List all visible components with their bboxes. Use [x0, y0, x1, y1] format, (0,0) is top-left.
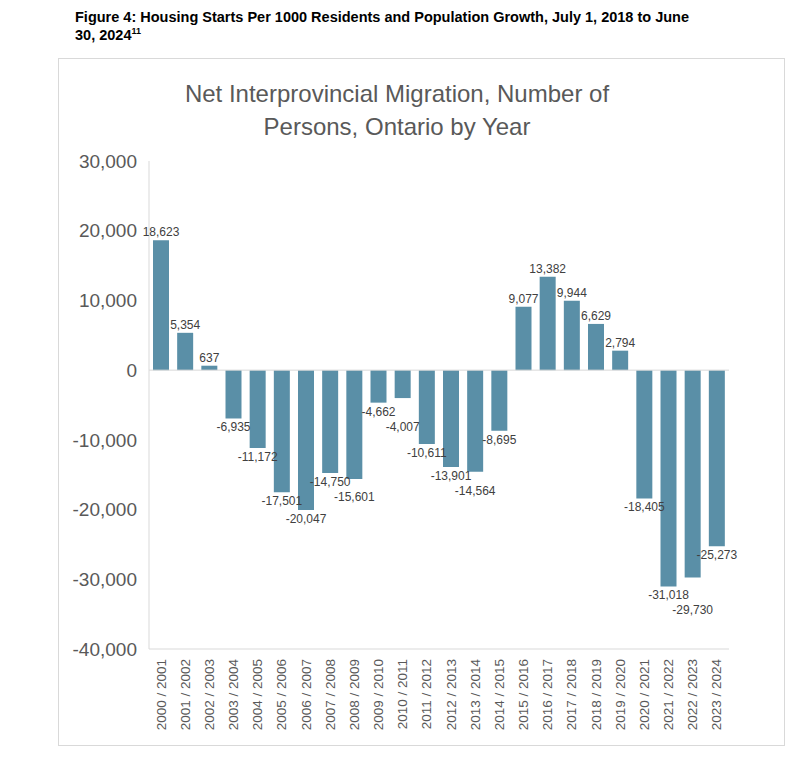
- svg-text:2008 / 2009: 2008 / 2009: [347, 659, 362, 730]
- svg-text:2020 / 2021: 2020 / 2021: [637, 659, 652, 730]
- svg-text:-10,611: -10,611: [407, 446, 447, 460]
- svg-text:-4,007: -4,007: [386, 420, 420, 434]
- svg-text:0: 0: [126, 360, 137, 381]
- svg-text:6,629: 6,629: [581, 309, 611, 323]
- svg-text:2002 / 2003: 2002 / 2003: [202, 659, 217, 730]
- svg-text:2019 / 2020: 2019 / 2020: [613, 659, 628, 730]
- svg-text:-11,172: -11,172: [238, 450, 278, 464]
- svg-text:2007 / 2008: 2007 / 2008: [323, 659, 338, 730]
- html-text:Figure 4: Housing Starts Per 1: Figure 4: Housing Starts Per 1000 Reside…: [75, 9, 689, 43]
- svg-text:-20,000: -20,000: [73, 499, 137, 520]
- svg-text:2006 / 2007: 2006 / 2007: [299, 659, 314, 730]
- svg-text:20,000: 20,000: [79, 220, 137, 241]
- svg-text:9,944: 9,944: [557, 286, 587, 300]
- svg-text:2009 / 2010: 2009 / 2010: [371, 659, 386, 730]
- svg-text:-25,273: -25,273: [696, 548, 737, 562]
- svg-text:2011 / 2012: 2011 / 2012: [419, 659, 434, 729]
- svg-text:9,077: 9,077: [508, 292, 538, 306]
- svg-text:2,794: 2,794: [605, 336, 635, 350]
- svg-text:-14,564: -14,564: [455, 484, 496, 498]
- svg-text:2016 / 2017: 2016 / 2017: [540, 659, 555, 730]
- svg-text:-4,662: -4,662: [361, 405, 395, 419]
- svg-text:2010 / 2011: 2010 / 2011: [395, 659, 410, 729]
- svg-text:-17,501: -17,501: [261, 494, 302, 508]
- svg-text:2018 / 2019: 2018 / 2019: [589, 659, 604, 730]
- svg-text:2021 / 2022: 2021 / 2022: [661, 659, 676, 730]
- svg-text:2015 / 2016: 2015 / 2016: [516, 659, 531, 730]
- svg-text:-15,601: -15,601: [334, 490, 375, 504]
- svg-text:-40,000: -40,000: [73, 639, 137, 660]
- html-text:Net Interprovincial Migration,: Net Interprovincial Migration, Number of…: [184, 80, 610, 140]
- svg-text:2022 / 2023: 2022 / 2023: [685, 659, 700, 730]
- svg-text:13,382: 13,382: [529, 262, 566, 276]
- svg-text:-29,730: -29,730: [672, 603, 713, 617]
- svg-text:-6,935: -6,935: [216, 420, 250, 434]
- svg-text:18,623: 18,623: [143, 225, 180, 239]
- svg-text:-14,750: -14,750: [310, 475, 351, 489]
- svg-text:-13,901: -13,901: [431, 469, 472, 483]
- svg-text:-8,695: -8,695: [482, 433, 516, 447]
- svg-text:2014 / 2015: 2014 / 2015: [492, 659, 507, 730]
- svg-text:-10,000: -10,000: [73, 430, 137, 451]
- svg-text:2017 / 2018: 2017 / 2018: [564, 659, 579, 730]
- svg-text:2004 / 2005: 2004 / 2005: [250, 659, 265, 730]
- svg-text:-31,018: -31,018: [648, 588, 689, 602]
- svg-text:30,000: 30,000: [79, 151, 137, 172]
- svg-text:-30,000: -30,000: [73, 569, 137, 590]
- svg-text:2000 / 2001: 2000 / 2001: [154, 659, 169, 730]
- html-text:11: 11: [131, 26, 141, 37]
- svg-text:-20,047: -20,047: [286, 512, 327, 526]
- svg-text:2005 / 2006: 2005 / 2006: [274, 659, 289, 730]
- svg-text:-18,405: -18,405: [624, 500, 665, 514]
- svg-text:637: 637: [199, 351, 219, 365]
- svg-text:2012 / 2013: 2012 / 2013: [444, 659, 459, 730]
- svg-text:2003 / 2004: 2003 / 2004: [226, 659, 241, 731]
- svg-text:2013 / 2014: 2013 / 2014: [468, 659, 483, 731]
- svg-text:2023 / 2024: 2023 / 2024: [709, 659, 724, 731]
- svg-text:10,000: 10,000: [79, 290, 137, 311]
- svg-text:5,354: 5,354: [170, 318, 200, 332]
- svg-text:2001 / 2002: 2001 / 2002: [178, 659, 193, 730]
